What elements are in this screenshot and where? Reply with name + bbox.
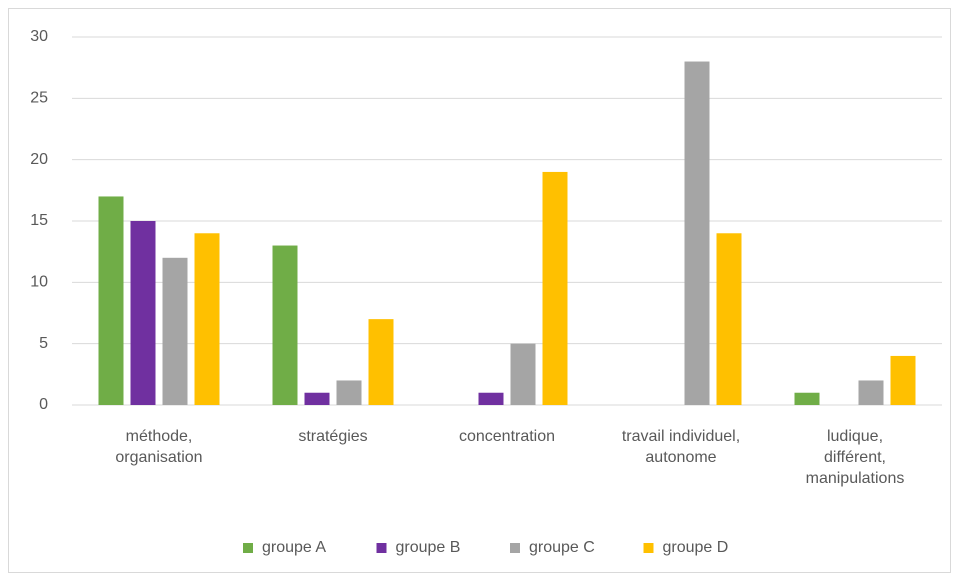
- bar: [716, 233, 742, 405]
- bar: [478, 392, 504, 405]
- x-tick-label: ludique, différent, manipulations: [805, 428, 905, 487]
- x-tick-label: travail individuel, autonome: [621, 428, 741, 466]
- legend-swatch: [510, 543, 520, 553]
- bar: [542, 171, 568, 405]
- bar: [194, 233, 220, 405]
- bar: [858, 380, 884, 405]
- legend-label: groupe C: [529, 539, 595, 556]
- bar: [98, 196, 124, 405]
- bar: [368, 319, 394, 405]
- y-tick-label: 0: [39, 396, 48, 413]
- legend-swatch: [376, 543, 387, 553]
- y-tick-label: 20: [30, 151, 48, 168]
- bar: [890, 355, 916, 405]
- bar: [272, 245, 298, 405]
- bar: [162, 257, 188, 405]
- bar: [304, 392, 330, 405]
- x-tick-label: concentration: [458, 428, 556, 445]
- legend-label: groupe B: [396, 539, 461, 556]
- legend-label: groupe D: [663, 539, 729, 556]
- y-tick-label: 30: [30, 28, 48, 45]
- bar: [336, 380, 362, 405]
- y-tick-label: 15: [30, 212, 48, 229]
- bar: [510, 343, 536, 405]
- y-tick-label: 5: [39, 335, 48, 352]
- bar: [794, 392, 820, 405]
- bar: [130, 221, 156, 405]
- x-tick-label: stratégies: [298, 428, 368, 445]
- y-tick-label: 25: [30, 90, 48, 107]
- y-tick-label: 10: [30, 274, 48, 291]
- legend-swatch: [643, 543, 654, 553]
- bar: [684, 61, 710, 406]
- legend-swatch: [243, 543, 253, 553]
- legend-label: groupe A: [262, 539, 326, 556]
- x-tick-label: méthode, organisation: [115, 428, 203, 466]
